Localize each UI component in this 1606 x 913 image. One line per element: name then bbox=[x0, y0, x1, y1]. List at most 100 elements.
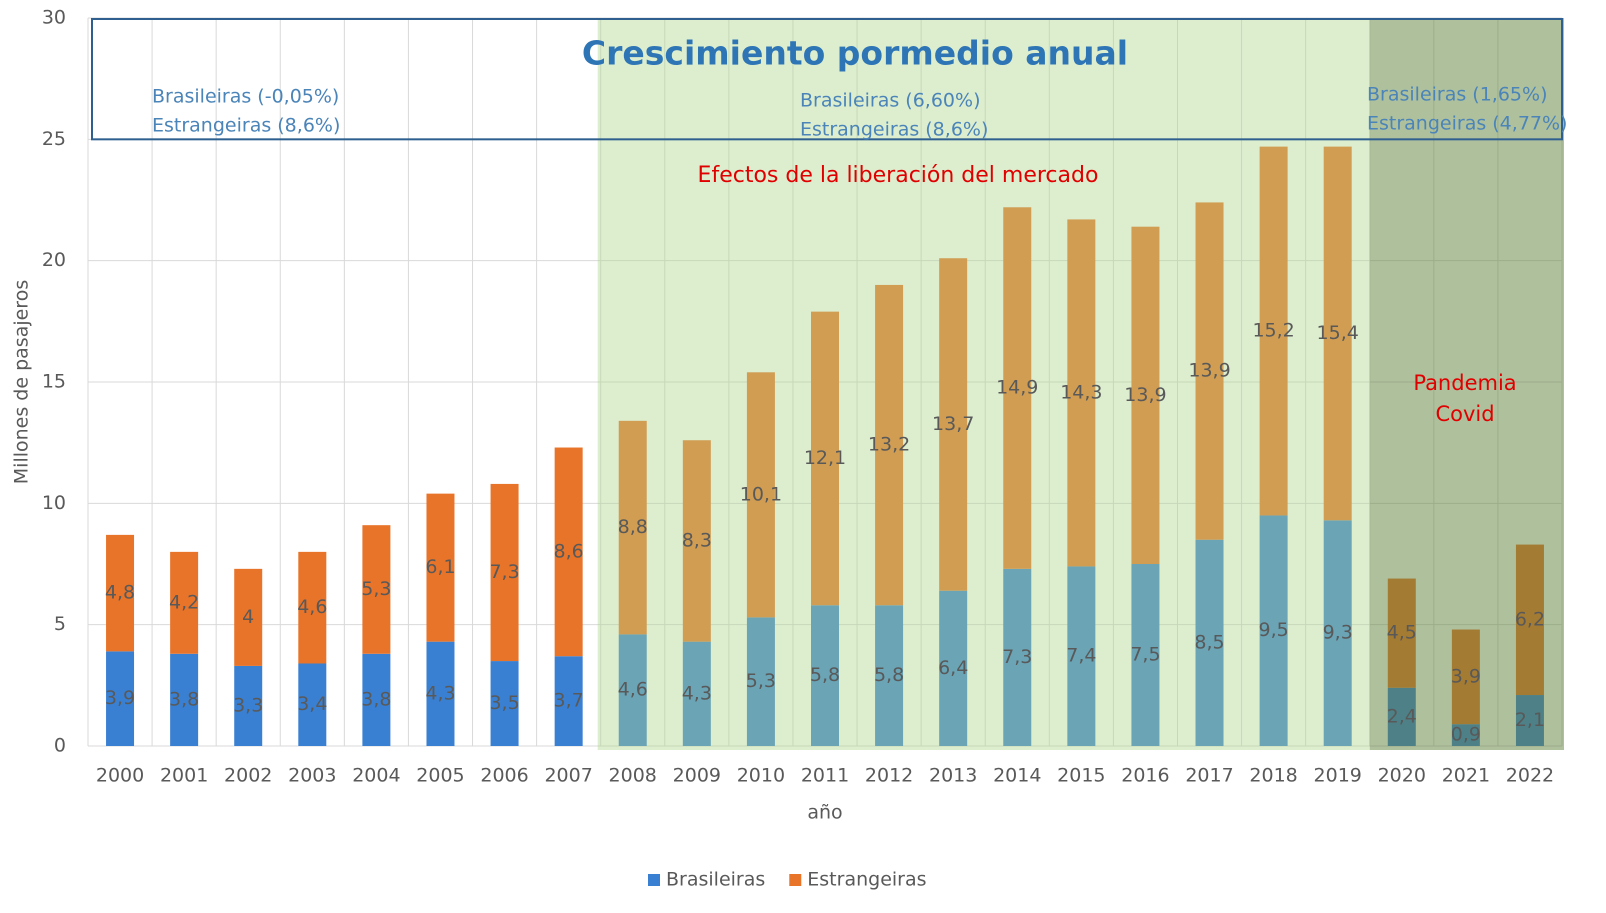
bar-segment bbox=[1323, 520, 1352, 746]
data-label: 9,5 bbox=[1258, 619, 1288, 641]
x-tick-label: 2001 bbox=[160, 765, 208, 787]
data-label: 5,3 bbox=[746, 670, 776, 692]
x-tick-label: 2007 bbox=[544, 765, 592, 787]
x-tick-label: 2016 bbox=[1121, 765, 1169, 787]
data-label: 3,5 bbox=[489, 692, 519, 714]
data-label: 13,7 bbox=[932, 413, 974, 435]
bar-segment bbox=[1195, 202, 1224, 540]
data-label: 13,9 bbox=[1124, 384, 1166, 406]
y-tick-label: 30 bbox=[42, 7, 66, 29]
data-label: 8,6 bbox=[554, 540, 584, 562]
period-estrangeiras: Estrangeiras (8,6%) bbox=[800, 119, 988, 141]
bar-segment bbox=[170, 551, 199, 654]
data-label: 4,6 bbox=[297, 596, 327, 618]
data-label: 8,5 bbox=[1194, 631, 1224, 653]
bar-segment bbox=[298, 551, 327, 664]
data-label: 12,1 bbox=[804, 447, 846, 469]
x-tick-label: 2022 bbox=[1506, 765, 1554, 787]
data-label: 5,8 bbox=[810, 664, 840, 686]
bar-segment bbox=[106, 534, 135, 652]
x-axis-label: año bbox=[807, 802, 842, 824]
x-tick-label: 2009 bbox=[673, 765, 721, 787]
bar-segment bbox=[362, 653, 391, 746]
x-tick-label: 2003 bbox=[288, 765, 336, 787]
bar-segment bbox=[618, 420, 647, 635]
bar-segment bbox=[170, 653, 199, 746]
bar-segment bbox=[811, 311, 839, 606]
y-tick-label: 15 bbox=[42, 371, 66, 393]
bar-segment bbox=[426, 641, 455, 746]
data-label: 14,9 bbox=[996, 377, 1038, 399]
bar-segment bbox=[1131, 226, 1160, 564]
x-tick-label: 2020 bbox=[1378, 765, 1426, 787]
data-label: 5,3 bbox=[361, 578, 391, 600]
legend-swatch bbox=[789, 874, 802, 886]
data-label: 4,3 bbox=[425, 682, 455, 704]
data-label: 4,6 bbox=[618, 679, 648, 701]
period-brasileiras: Brasileiras (1,65%) bbox=[1367, 84, 1548, 106]
data-label: 15,4 bbox=[1317, 322, 1359, 344]
x-tick-label: 2017 bbox=[1185, 765, 1233, 787]
bar-segment bbox=[234, 665, 263, 746]
bar-segment bbox=[746, 372, 775, 618]
bar-segment bbox=[1195, 539, 1224, 746]
period-estrangeiras: Estrangeiras (8,6%) bbox=[152, 115, 340, 137]
legend-label: Estrangeiras bbox=[807, 869, 926, 891]
bar-segment bbox=[298, 663, 327, 746]
bar-segment bbox=[682, 440, 711, 642]
data-label: 14,3 bbox=[1060, 381, 1102, 403]
y-tick-label: 20 bbox=[42, 249, 66, 271]
data-label: 4,2 bbox=[169, 591, 199, 613]
data-label: 4 bbox=[242, 606, 254, 628]
market-annotation: Efectos de la liberación del mercado bbox=[698, 163, 1099, 188]
covid-annotation: Pandemia Covid bbox=[1413, 371, 1517, 426]
data-label: 3,9 bbox=[1451, 665, 1481, 687]
bar-segment bbox=[939, 590, 968, 746]
y-tick-label: 0 bbox=[54, 735, 66, 757]
data-label: 4,5 bbox=[1387, 622, 1417, 644]
x-tick-label: 2014 bbox=[993, 765, 1041, 787]
x-tick-label: 2002 bbox=[224, 765, 272, 787]
x-tick-label: 2010 bbox=[737, 765, 785, 787]
bar-segment bbox=[490, 483, 519, 662]
period-box bbox=[91, 18, 1563, 141]
data-label: 3,4 bbox=[297, 693, 327, 715]
data-label: 8,3 bbox=[682, 529, 712, 551]
data-label: 3,3 bbox=[233, 694, 263, 716]
data-label: 3,8 bbox=[361, 688, 391, 710]
bar-segment bbox=[1003, 568, 1032, 746]
x-tick-label: 2000 bbox=[96, 765, 144, 787]
data-label: 0,9 bbox=[1451, 724, 1481, 746]
bar-segment bbox=[426, 493, 455, 642]
x-tick-label: 2019 bbox=[1314, 765, 1362, 787]
data-label: 7,3 bbox=[489, 561, 519, 583]
x-tick-label: 2004 bbox=[352, 765, 400, 787]
x-tick-label: 2013 bbox=[929, 765, 977, 787]
bar-segment bbox=[362, 525, 391, 654]
bar-segment bbox=[939, 258, 968, 591]
bar-segment bbox=[811, 605, 839, 746]
period-brasileiras: Brasileiras (6,60%) bbox=[800, 90, 981, 112]
data-label: 10,1 bbox=[740, 483, 782, 505]
bar-segment bbox=[746, 617, 775, 746]
data-label: 6,4 bbox=[938, 657, 968, 679]
data-label: 4,3 bbox=[682, 682, 712, 704]
bar-segment bbox=[1323, 146, 1352, 521]
x-tick-label: 2012 bbox=[865, 765, 913, 787]
bar-segment bbox=[875, 284, 904, 606]
bar-segment bbox=[682, 641, 711, 746]
data-label: 13,2 bbox=[868, 434, 910, 456]
data-label: 5,8 bbox=[874, 664, 904, 686]
bar-segment bbox=[1067, 219, 1096, 567]
bar-segment bbox=[554, 447, 583, 657]
data-label: 6,2 bbox=[1515, 608, 1545, 630]
chart-title: Crescimiento pormedio anual bbox=[582, 34, 1128, 73]
bar-segment bbox=[618, 634, 647, 746]
x-tick-label: 2015 bbox=[1057, 765, 1105, 787]
y-tick-label: 10 bbox=[42, 492, 66, 514]
y-tick-label: 25 bbox=[42, 128, 66, 150]
data-label: 2,1 bbox=[1515, 709, 1545, 731]
data-label: 8,8 bbox=[618, 516, 648, 538]
